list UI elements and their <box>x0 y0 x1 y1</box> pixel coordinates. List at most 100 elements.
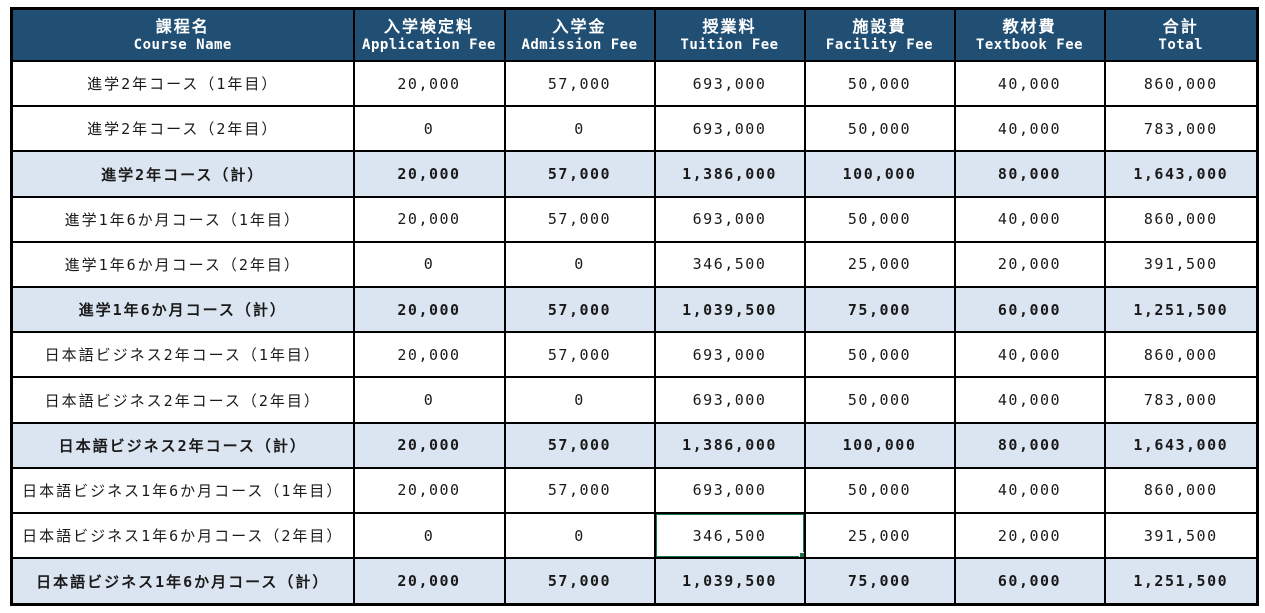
application_fee-cell[interactable]: 20,000 <box>352 421 506 469</box>
tuition_fee-cell[interactable]: 693,000 <box>653 331 806 379</box>
table-row: 進学1年6か月コース（1年目） 20,000 57,000 693,000 50,000… <box>10 195 1259 243</box>
total-cell[interactable]: 1,251,500 <box>1103 286 1259 334</box>
total-cell[interactable]: 860,000 <box>1103 59 1259 108</box>
admission_fee-cell[interactable]: 57,000 <box>503 59 656 108</box>
course-cell[interactable]: 進学2年コース（2年目） <box>10 105 355 153</box>
total-cell[interactable]: 1,643,000 <box>1103 150 1259 198</box>
column-header-textbook_fee: 教材費 Textbook Fee <box>953 7 1106 62</box>
total-cell[interactable]: 391,500 <box>1103 512 1259 560</box>
subtotal-row: 進学1年6か月コース（計） 20,000 57,000 1,039,500 75,000… <box>10 286 1259 334</box>
tuition_fee-cell[interactable]: 693,000 <box>653 466 806 515</box>
textbook_fee-cell[interactable]: 20,000 <box>953 240 1106 289</box>
admission_fee-cell[interactable]: 57,000 <box>503 150 656 198</box>
application_fee-cell[interactable]: 20,000 <box>352 466 506 515</box>
application_fee-cell[interactable]: 20,000 <box>352 150 506 198</box>
course-cell[interactable]: 進学2年コース（1年目） <box>10 59 355 108</box>
tuition_fee-cell[interactable]: 1,386,000 <box>653 150 806 198</box>
total-cell[interactable]: 783,000 <box>1103 376 1259 424</box>
application_fee-cell[interactable]: 0 <box>352 240 506 289</box>
textbook_fee-cell[interactable]: 60,000 <box>953 286 1106 334</box>
facility_fee-cell[interactable]: 75,000 <box>803 557 956 606</box>
column-header-total: 合計 Total <box>1103 7 1259 62</box>
course-cell[interactable]: 日本語ビジネス1年6か月コース（1年目） <box>10 466 355 515</box>
application_fee-cell[interactable]: 20,000 <box>352 286 506 334</box>
admission_fee-cell[interactable]: 0 <box>503 240 656 289</box>
table-row: 進学2年コース（2年目） 0 0 693,000 50,000 40,000 783,000 <box>10 105 1259 153</box>
admission_fee-cell[interactable]: 57,000 <box>503 421 656 469</box>
selected-cell[interactable]: 346,500 <box>653 512 806 560</box>
course-cell[interactable]: 進学2年コース（計） <box>10 150 355 198</box>
admission_fee-cell[interactable]: 57,000 <box>503 557 656 606</box>
tuition_fee-cell[interactable]: 1,039,500 <box>653 286 806 334</box>
facility_fee-cell[interactable]: 50,000 <box>803 376 956 424</box>
textbook_fee-cell[interactable]: 80,000 <box>953 421 1106 469</box>
tuition_fee-cell[interactable]: 693,000 <box>653 59 806 108</box>
textbook_fee-cell[interactable]: 40,000 <box>953 105 1106 153</box>
course-cell[interactable]: 進学1年6か月コース（1年目） <box>10 195 355 243</box>
table-row: 進学1年6か月コース（2年目） 0 0 346,500 25,000 20,000 391,… <box>10 240 1259 289</box>
tuition_fee-cell[interactable]: 1,386,000 <box>653 421 806 469</box>
table-row: 日本語ビジネス1年6か月コース（1年目） 20,000 57,000 693,000 5… <box>10 466 1259 515</box>
total-cell[interactable]: 860,000 <box>1103 331 1259 379</box>
application_fee-cell[interactable]: 0 <box>352 512 506 560</box>
facility_fee-cell[interactable]: 50,000 <box>803 195 956 243</box>
application_fee-cell[interactable]: 20,000 <box>352 331 506 379</box>
course-cell[interactable]: 日本語ビジネス1年6か月コース（2年目） <box>10 512 355 560</box>
admission_fee-cell[interactable]: 57,000 <box>503 195 656 243</box>
textbook_fee-cell[interactable]: 80,000 <box>953 150 1106 198</box>
admission_fee-cell[interactable]: 0 <box>503 376 656 424</box>
fee-table: 課程名 Course Name 入学検定料 Application Fee 入学金 Adm… <box>10 7 1259 606</box>
textbook_fee-cell[interactable]: 40,000 <box>953 195 1106 243</box>
textbook_fee-cell[interactable]: 40,000 <box>953 59 1106 108</box>
tuition_fee-cell[interactable]: 1,039,500 <box>653 557 806 606</box>
facility_fee-cell[interactable]: 100,000 <box>803 150 956 198</box>
textbook_fee-cell[interactable]: 40,000 <box>953 331 1106 379</box>
fill-handle[interactable] <box>798 552 803 557</box>
total-cell[interactable]: 783,000 <box>1103 105 1259 153</box>
textbook_fee-cell[interactable]: 40,000 <box>953 376 1106 424</box>
course-cell[interactable]: 日本語ビジネス1年6か月コース（計） <box>10 557 355 606</box>
tuition_fee-cell[interactable]: 693,000 <box>653 376 806 424</box>
textbook_fee-cell[interactable]: 20,000 <box>953 512 1106 560</box>
facility_fee-cell[interactable]: 75,000 <box>803 286 956 334</box>
column-header-admission_fee: 入学金 Admission Fee <box>503 7 656 62</box>
total-cell[interactable]: 860,000 <box>1103 195 1259 243</box>
column-header-en: Tuition Fee <box>680 37 779 54</box>
spreadsheet-area: 課程名 Course Name 入学検定料 Application Fee 入学金 Adm… <box>10 7 1259 606</box>
facility_fee-cell[interactable]: 50,000 <box>803 105 956 153</box>
column-header-en: Course Name <box>133 37 232 54</box>
total-cell[interactable]: 1,643,000 <box>1103 421 1259 469</box>
facility_fee-cell[interactable]: 50,000 <box>803 466 956 515</box>
application_fee-cell[interactable]: 0 <box>352 105 506 153</box>
table-row: 日本語ビジネス2年コース（1年目） 20,000 57,000 693,000 50,0… <box>10 331 1259 379</box>
facility_fee-cell[interactable]: 50,000 <box>803 59 956 108</box>
facility_fee-cell[interactable]: 25,000 <box>803 240 956 289</box>
total-cell[interactable]: 860,000 <box>1103 466 1259 515</box>
admission_fee-cell[interactable]: 0 <box>503 512 656 560</box>
tuition_fee-cell[interactable]: 346,500 <box>653 240 806 289</box>
textbook_fee-cell[interactable]: 40,000 <box>953 466 1106 515</box>
tuition_fee-cell[interactable]: 693,000 <box>653 195 806 243</box>
admission_fee-cell[interactable]: 57,000 <box>503 466 656 515</box>
application_fee-cell[interactable]: 20,000 <box>352 59 506 108</box>
column-header-tuition_fee: 授業料 Tuition Fee <box>653 7 806 62</box>
application_fee-cell[interactable]: 20,000 <box>352 557 506 606</box>
tuition_fee-cell[interactable]: 693,000 <box>653 105 806 153</box>
application_fee-cell[interactable]: 0 <box>352 376 506 424</box>
admission_fee-cell[interactable]: 57,000 <box>503 331 656 379</box>
total-cell[interactable]: 1,251,500 <box>1103 557 1259 606</box>
course-cell[interactable]: 進学1年6か月コース（2年目） <box>10 240 355 289</box>
column-header-application_fee: 入学検定料 Application Fee <box>352 7 506 62</box>
textbook_fee-cell[interactable]: 60,000 <box>953 557 1106 606</box>
facility_fee-cell[interactable]: 100,000 <box>803 421 956 469</box>
course-cell[interactable]: 日本語ビジネス2年コース（1年目） <box>10 331 355 379</box>
total-cell[interactable]: 391,500 <box>1103 240 1259 289</box>
application_fee-cell[interactable]: 20,000 <box>352 195 506 243</box>
course-cell[interactable]: 日本語ビジネス2年コース（2年目） <box>10 376 355 424</box>
course-cell[interactable]: 日本語ビジネス2年コース（計） <box>10 421 355 469</box>
facility_fee-cell[interactable]: 50,000 <box>803 331 956 379</box>
admission_fee-cell[interactable]: 0 <box>503 105 656 153</box>
admission_fee-cell[interactable]: 57,000 <box>503 286 656 334</box>
facility_fee-cell[interactable]: 25,000 <box>803 512 956 560</box>
course-cell[interactable]: 進学1年6か月コース（計） <box>10 286 355 334</box>
